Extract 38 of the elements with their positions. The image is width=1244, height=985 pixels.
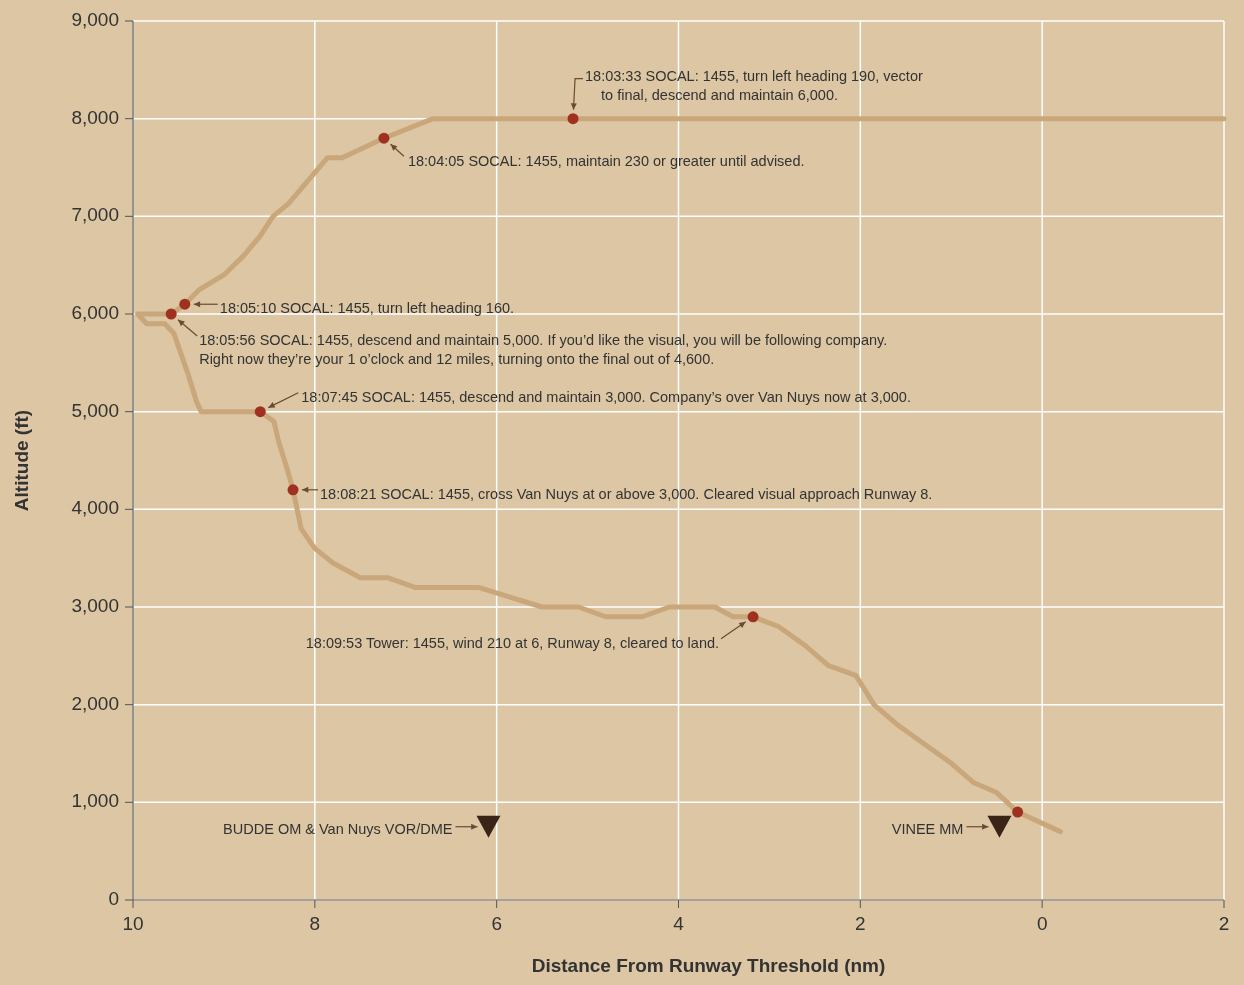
- x-tick-label: 10: [122, 913, 144, 934]
- point: [165, 308, 177, 320]
- y-tick-label: 2,000: [71, 692, 119, 714]
- x-tick-label: 2: [1218, 913, 1230, 934]
- point: [567, 113, 579, 125]
- point: [378, 132, 390, 144]
- point: [179, 298, 191, 310]
- y-tick-label: 3,000: [71, 595, 119, 617]
- point: [987, 815, 1012, 838]
- annotation: 18:07:45 SOCAL: 1455, descend and maintain 3,000. Company’s over Van Nuys now at 3,000.: [301, 388, 911, 405]
- y-tick-label: 1,000: [71, 790, 119, 812]
- point: [254, 406, 266, 418]
- point: [747, 611, 759, 623]
- annotation: 18:05:10 SOCAL: 1455, turn left heading 160.: [219, 300, 515, 317]
- x-tick-label: 2: [855, 913, 866, 934]
- point: [1012, 806, 1024, 818]
- point: [287, 484, 299, 496]
- point: [476, 815, 501, 838]
- x-tick-label: 4: [673, 913, 685, 934]
- y-tick-label: 5,000: [71, 399, 119, 421]
- y-tick-label: 6,000: [71, 302, 119, 324]
- y-axis-title: Altitude (ft): [11, 409, 32, 512]
- y-tick-label: 7,000: [71, 204, 119, 226]
- annotation: 18:04:05 SOCAL: 1455, maintain 230 or greater until advised.: [407, 153, 805, 170]
- y-tick-label: 8,000: [71, 106, 119, 128]
- y-tick-label: 4,000: [71, 497, 119, 519]
- y-tick-label: 9,000: [71, 9, 119, 31]
- annotation: 18:08:21 SOCAL: 1455, cross Van Nuys at or above 3,000. Cleared visual approach Runway 8.: [320, 485, 933, 502]
- x-axis-title: Distance From Runway Threshold (nm): [531, 955, 886, 976]
- y-tick-label: 0: [108, 888, 119, 910]
- annotation: 18:05:56 SOCAL: 1455, descend and maintain 5,000. If you’d like the visual, you will be following company. Right now they’re your 1 o’clock and 12 miles, turning onto the final out of 4,600.: [199, 331, 888, 367]
- annotation: BUDDE OM & Van Nuys VOR/DME: [223, 820, 453, 837]
- x-tick-label: 0: [1036, 913, 1048, 934]
- annotation: 18:09:53 Tower: 1455, wind 210 at 6, Runway 8, cleared to land.: [305, 634, 720, 651]
- annotation: VINEE MM: [891, 820, 964, 837]
- x-tick-label: 6: [491, 913, 502, 934]
- x-tick-label: 8: [309, 913, 321, 934]
- annotation: 18:03:33 SOCAL: 1455, turn left heading 190, vector to final, descend and maintain 6,000.: [585, 67, 923, 103]
